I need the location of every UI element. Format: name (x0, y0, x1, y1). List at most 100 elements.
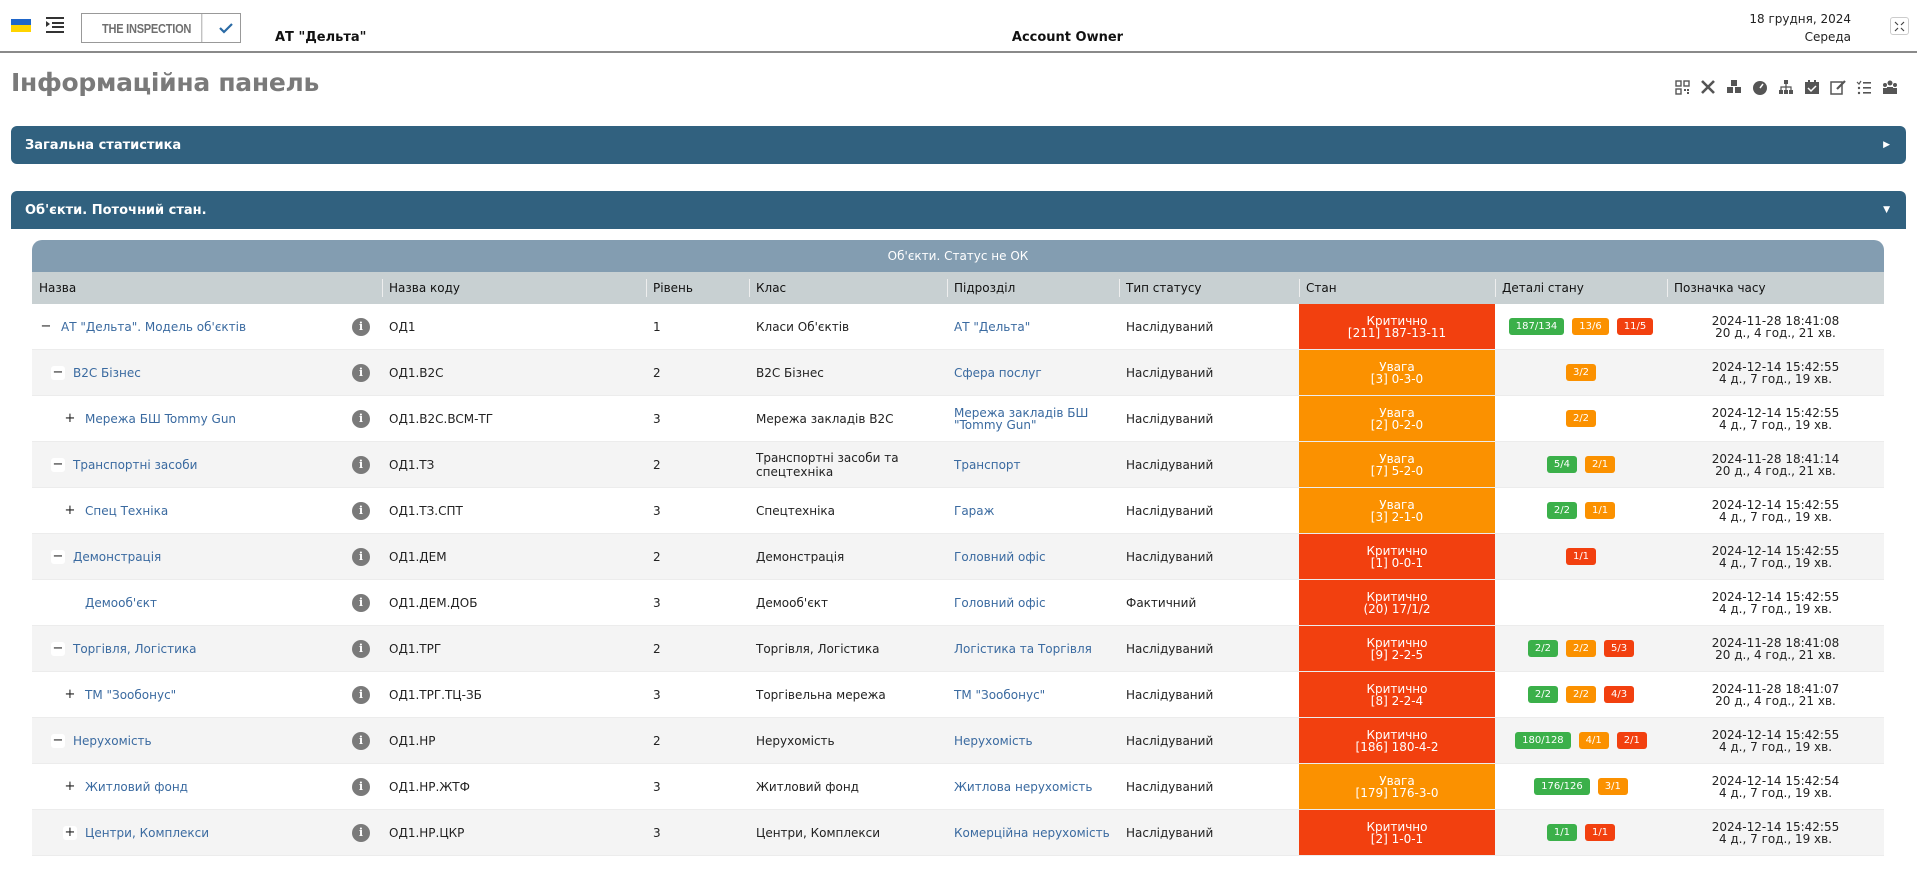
tree-toggle-button[interactable]: + (63, 411, 77, 426)
unit-link[interactable]: Головний офіс (954, 595, 1046, 610)
info-icon[interactable]: i (352, 547, 370, 566)
unit-link[interactable]: Транспорт (954, 457, 1021, 472)
gauge-icon[interactable] (1751, 78, 1769, 96)
tree-toggle-button[interactable]: − (51, 549, 65, 564)
state-cell: Критично [211] 187-13-11 (1299, 304, 1495, 349)
unit-link[interactable]: Нерухомість (954, 733, 1033, 748)
tools-icon[interactable] (1699, 78, 1717, 96)
unit-link[interactable]: Комерційна нерухомість (954, 825, 1110, 840)
tree-toggle-button[interactable]: + (63, 687, 77, 702)
count-badge[interactable]: 3/2 (1565, 364, 1597, 381)
unit-link[interactable]: Мережа закладів БШ "Tommy Gun" (954, 405, 1089, 432)
info-icon[interactable]: i (352, 501, 370, 520)
object-name-link[interactable]: Мережа БШ Tommy Gun (85, 411, 237, 426)
info-icon[interactable]: i (352, 593, 370, 612)
tree-toggle-button[interactable]: − (51, 733, 65, 748)
count-badge[interactable]: 4/3 (1604, 686, 1635, 703)
users-icon[interactable] (1881, 78, 1899, 96)
info-icon[interactable]: i (352, 823, 370, 842)
fullscreen-button[interactable] (1890, 17, 1909, 35)
state-detail: [1] 0-0-1 (1370, 555, 1424, 570)
info-icon[interactable]: i (352, 363, 370, 382)
object-name-link[interactable]: Демонстрація (73, 549, 162, 564)
count-badge[interactable]: 2/1 (1616, 732, 1647, 749)
object-name-link[interactable]: Транспортні засоби (73, 457, 198, 472)
object-name-link[interactable]: Спец Техніка (85, 503, 169, 518)
brand-logo[interactable]: THE INSPECTION (81, 13, 241, 43)
info-icon[interactable]: i (352, 731, 370, 750)
unit-link[interactable]: ТМ "Зообонус" (954, 687, 1046, 702)
qr-code-icon[interactable] (1673, 78, 1691, 96)
elapsed-value: 4 д., 7 год., 19 хв. (1718, 831, 1833, 846)
info-icon[interactable]: i (352, 639, 370, 658)
count-badge[interactable]: 2/2 (1565, 640, 1597, 657)
column-header-name[interactable]: Назва (39, 281, 77, 295)
object-name-link[interactable]: ТМ "Зообонус" (85, 687, 177, 702)
count-badge[interactable]: 180/128 (1515, 732, 1571, 749)
cubes-icon[interactable] (1725, 78, 1743, 96)
column-header-state[interactable]: Стан (1299, 272, 1495, 304)
timestamp-value: 2024-12-14 15:42:55 (1711, 819, 1840, 834)
column-header-code[interactable]: Назва коду (382, 272, 646, 304)
unit-link[interactable]: Логістика та Торгівля (954, 641, 1092, 656)
count-badge[interactable]: 1/1 (1585, 502, 1616, 519)
tree-toggle-button[interactable]: − (51, 365, 65, 380)
general-stats-panel-header[interactable]: Загальна статистика ▶ (11, 126, 1906, 164)
info-icon[interactable]: i (352, 317, 370, 336)
info-icon[interactable]: i (352, 409, 370, 428)
column-header-status-type[interactable]: Тип статусу (1119, 272, 1299, 304)
count-badge[interactable]: 5/3 (1604, 640, 1635, 657)
objects-state-panel-header[interactable]: Об'єкти. Поточний стан. ▼ (11, 191, 1906, 229)
indent-menu-icon[interactable] (45, 16, 65, 34)
unit-link[interactable]: Сфера послуг (954, 365, 1042, 380)
object-name-link[interactable]: Торгівля, Логістика (73, 641, 197, 656)
info-icon[interactable]: i (352, 777, 370, 796)
tree-toggle-button[interactable]: − (51, 457, 65, 472)
count-badge[interactable]: 176/126 (1534, 778, 1590, 795)
count-badge[interactable]: 3/1 (1597, 778, 1628, 795)
unit-link[interactable]: Головний офіс (954, 549, 1046, 564)
edit-icon[interactable] (1829, 78, 1847, 96)
count-badge[interactable]: 13/6 (1572, 318, 1609, 335)
tree-toggle-button[interactable]: − (51, 641, 65, 656)
unit-link[interactable]: Житлова нерухомість (954, 779, 1093, 794)
timestamp-cell: 2024-12-14 15:42:55 4 д., 7 год., 19 хв. (1667, 350, 1884, 395)
hierarchy-icon[interactable] (1777, 78, 1795, 96)
count-badge[interactable]: 1/1 (1546, 824, 1577, 841)
info-icon[interactable]: i (352, 455, 370, 474)
count-badge[interactable]: 1/1 (1565, 548, 1597, 565)
tree-toggle-button[interactable]: + (63, 503, 77, 518)
tree-toggle-button[interactable]: + (63, 779, 77, 794)
object-name-link[interactable]: Нерухомість (73, 733, 152, 748)
count-badge[interactable]: 2/2 (1565, 686, 1597, 703)
code-cell: ОД1.B2C (389, 365, 444, 380)
unit-link[interactable]: Гараж (954, 503, 995, 518)
count-badge[interactable]: 187/134 (1508, 318, 1565, 335)
checklist-icon[interactable] (1855, 78, 1873, 96)
count-badge[interactable]: 2/2 (1546, 502, 1577, 519)
tree-toggle-button[interactable]: − (39, 319, 53, 334)
unit-link[interactable]: АТ "Дельта" (954, 319, 1031, 334)
count-badge[interactable]: 11/5 (1616, 318, 1654, 335)
tree-toggle-button[interactable]: + (63, 825, 77, 840)
count-badge[interactable]: 4/1 (1578, 732, 1609, 749)
ukraine-flag-icon[interactable] (11, 19, 31, 32)
object-name-link[interactable]: АТ "Дельта". Модель об'єктів (61, 319, 247, 334)
info-icon[interactable]: i (352, 685, 370, 704)
object-name-link[interactable]: Демооб'єкт (85, 595, 158, 610)
count-badge[interactable]: 2/1 (1585, 456, 1616, 473)
object-name-link[interactable]: Житловий фонд (85, 779, 188, 794)
object-name-link[interactable]: Центри, Комплекси (85, 825, 210, 840)
column-header-level[interactable]: Рівень (646, 272, 749, 304)
column-header-class[interactable]: Клас (749, 272, 947, 304)
count-badge[interactable]: 5/4 (1546, 456, 1577, 473)
column-header-unit[interactable]: Підрозділ (947, 272, 1119, 304)
count-badge[interactable]: 1/1 (1585, 824, 1616, 841)
column-header-state-details[interactable]: Деталі стану (1495, 272, 1667, 304)
object-name-link[interactable]: B2C Бізнес (73, 365, 141, 380)
count-badge[interactable]: 2/2 (1565, 410, 1597, 427)
count-badge[interactable]: 2/2 (1527, 686, 1558, 703)
column-header-timestamp[interactable]: Позначка часу (1667, 272, 1884, 304)
calendar-check-icon[interactable] (1803, 78, 1821, 96)
count-badge[interactable]: 2/2 (1527, 640, 1558, 657)
